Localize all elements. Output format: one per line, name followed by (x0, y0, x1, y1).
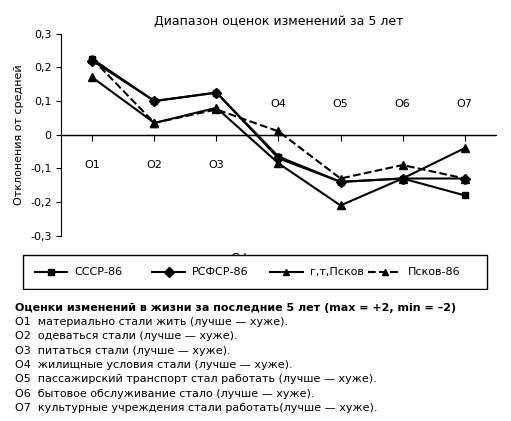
Text: О7  культурные учреждения стали работать(лучше — хуже).: О7 культурные учреждения стали работать(… (15, 403, 378, 413)
Text: г,т,Псков: г,т,Псков (310, 266, 363, 277)
Bar (23, 255, 487, 289)
Text: О2: О2 (147, 160, 162, 170)
Text: О6: О6 (394, 99, 410, 109)
Text: О7: О7 (457, 99, 473, 109)
Text: О6  бытовое обслуживание стало (лучше — хуже).: О6 бытовое обслуживание стало (лучше — х… (15, 389, 315, 399)
Text: О3  питаться стали (лучше — хуже).: О3 питаться стали (лучше — хуже). (15, 346, 231, 356)
Text: О1: О1 (84, 160, 100, 170)
Text: О2  одеваться стали (лучше — хуже).: О2 одеваться стали (лучше — хуже). (15, 331, 238, 341)
Text: О3: О3 (208, 160, 224, 170)
Y-axis label: Отклонения от средней: Отклонения от средней (14, 64, 25, 205)
Text: О4: О4 (270, 99, 287, 109)
Text: О4  жилищные условия стали (лучше — хуже).: О4 жилищные условия стали (лучше — хуже)… (15, 360, 293, 370)
Text: Оценки изменений в жизни за последние 5 лет (max = +2, min = –2): Оценки изменений в жизни за последние 5 … (15, 303, 456, 313)
Text: Псков-86: Псков-86 (408, 266, 461, 277)
Text: СССР-86: СССР-86 (75, 266, 123, 277)
Text: Сфера оценки: Сфера оценки (231, 252, 326, 265)
Text: О5  пассажирский транспорт стал работать (лучше — хуже).: О5 пассажирский транспорт стал работать … (15, 374, 377, 384)
Text: РСФСР-86: РСФСР-86 (192, 266, 249, 277)
Text: О5: О5 (333, 99, 349, 109)
Text: О1  материально стали жить (лучше — хуже).: О1 материально стали жить (лучше — хуже)… (15, 317, 288, 327)
Title: Диапазон оценок изменений за 5 лет: Диапазон оценок изменений за 5 лет (154, 15, 403, 28)
